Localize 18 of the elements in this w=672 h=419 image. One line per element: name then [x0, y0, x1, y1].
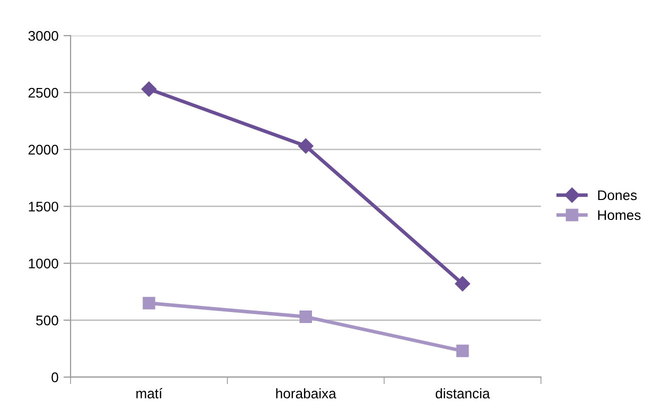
point [300, 310, 312, 324]
x-tick-label: distancia [436, 388, 490, 398]
y-tick-label: 3000 [28, 30, 58, 41]
y-tick-label: 1500 [28, 202, 58, 212]
y-tick-label: 2500 [28, 88, 58, 98]
point [141, 82, 157, 97]
y-tick-label: 500 [36, 316, 58, 326]
y-tick-label: 1000 [28, 258, 58, 268]
legend-label: Dones [598, 190, 637, 200]
legend-label: Homes [598, 210, 641, 220]
y-tick-label: 0 [52, 372, 58, 382]
point [454, 276, 470, 292]
point [298, 138, 314, 154]
point [456, 344, 469, 358]
point [142, 296, 156, 310]
y-tick-label: 2000 [28, 144, 58, 155]
x-tick-label: matí [136, 388, 162, 398]
x-tick-label: horabaixa [276, 388, 336, 398]
